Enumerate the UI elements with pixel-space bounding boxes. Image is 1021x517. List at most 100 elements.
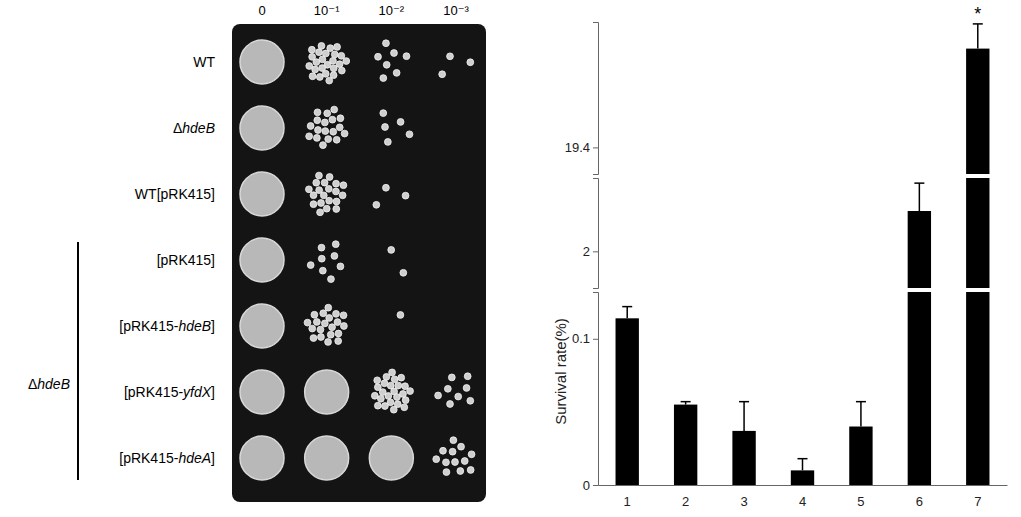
colony — [307, 262, 314, 269]
colony — [343, 58, 350, 65]
bar — [674, 405, 697, 485]
colony — [313, 319, 320, 326]
bar — [908, 211, 931, 288]
colony — [461, 458, 468, 465]
colony-group — [305, 172, 346, 216]
colony — [464, 373, 471, 380]
colony — [338, 67, 345, 74]
colony — [316, 187, 323, 194]
bar — [849, 427, 872, 485]
colony — [371, 392, 378, 399]
colony — [374, 384, 381, 391]
colony — [402, 192, 409, 199]
colony — [317, 326, 324, 333]
dilution-label: 0 — [258, 3, 265, 18]
colony — [306, 63, 313, 70]
error-stem — [802, 459, 804, 471]
confluent-spot — [240, 106, 284, 150]
colony — [310, 335, 317, 342]
colony — [333, 206, 340, 213]
colony — [402, 397, 409, 404]
colony — [333, 198, 340, 205]
bar — [966, 49, 989, 174]
figure: 0 10⁻¹ 10⁻² 10⁻³ WT ΔhdeB WT[pRK415] [pRK415] [p… — [0, 0, 1021, 517]
colony — [383, 40, 390, 47]
colony — [341, 323, 348, 330]
colony — [384, 138, 391, 145]
colony — [401, 404, 408, 411]
colony — [318, 200, 325, 207]
colony — [444, 385, 451, 392]
y-tick-label: 19.4 — [565, 140, 590, 155]
colony — [391, 50, 398, 57]
strain-label: WT[pRK415] — [135, 186, 215, 202]
colony — [467, 59, 474, 66]
colony — [398, 374, 405, 381]
colony-group — [371, 369, 413, 413]
colony — [339, 192, 346, 199]
y-tick: 0.1 — [572, 331, 598, 346]
colony — [391, 376, 398, 383]
y-tick: 19.4 — [565, 140, 598, 155]
colony — [373, 201, 380, 208]
x-tick: 5 — [857, 485, 864, 509]
confluent-spot — [240, 238, 284, 282]
error-cap — [622, 306, 632, 308]
colony-group — [439, 53, 474, 78]
photo-background — [232, 24, 486, 502]
colony — [397, 118, 404, 125]
colony — [440, 447, 447, 454]
colony — [313, 134, 320, 141]
y-axis-line — [593, 293, 599, 486]
colony — [458, 443, 465, 450]
x-tick-label: 6 — [916, 494, 923, 509]
colony — [329, 116, 336, 123]
colony — [324, 110, 331, 117]
colony — [326, 197, 333, 204]
colony — [374, 377, 381, 384]
y-tick-mark — [593, 485, 598, 486]
colony — [467, 467, 474, 474]
y-axis-segment: 00.1 — [572, 293, 599, 493]
x-tick: 2 — [682, 485, 689, 509]
colony — [341, 130, 348, 137]
colony — [321, 119, 328, 126]
colony — [333, 310, 340, 317]
colony — [313, 179, 320, 186]
group-label: ΔhdeB — [28, 376, 70, 392]
strain-label: [pRK415-hdeA] — [119, 450, 215, 466]
x-tick-label: 7 — [974, 494, 981, 509]
colony — [452, 459, 459, 466]
x-tick-label: 1 — [624, 494, 631, 509]
colony — [400, 269, 407, 276]
x-tick: 6 — [916, 485, 923, 509]
colony — [317, 209, 324, 216]
colony — [322, 128, 329, 135]
colony-group — [375, 40, 410, 82]
colony — [325, 304, 332, 311]
x-tick-label: 4 — [799, 494, 806, 509]
colony — [433, 456, 440, 463]
strain-label: WT — [193, 54, 215, 70]
dilution-headers: 0 10⁻¹ 10⁻² 10⁻³ — [258, 3, 469, 18]
strain-label: ΔhdeB — [173, 120, 215, 136]
colony — [327, 45, 334, 52]
confluent-spot — [240, 304, 284, 348]
y-tick: 0 — [583, 478, 598, 493]
colony — [311, 311, 318, 318]
strain-label: [pRK415] — [157, 252, 215, 268]
bars-segment — [908, 178, 990, 288]
x-tick-label: 2 — [682, 494, 689, 509]
y-axis-title: Survival rate(%) — [552, 318, 569, 425]
colony — [304, 319, 311, 326]
dilution-label: 10⁻² — [379, 3, 405, 18]
colony — [390, 406, 397, 413]
colony — [316, 74, 323, 81]
colony — [305, 186, 312, 193]
y-tick-label: 0 — [583, 478, 590, 493]
y-tick-mark — [593, 251, 598, 252]
dilution-label: 10⁻³ — [443, 3, 469, 18]
dilution-label: 10⁻¹ — [314, 3, 340, 18]
colony — [325, 339, 332, 346]
error-cap — [681, 401, 691, 403]
